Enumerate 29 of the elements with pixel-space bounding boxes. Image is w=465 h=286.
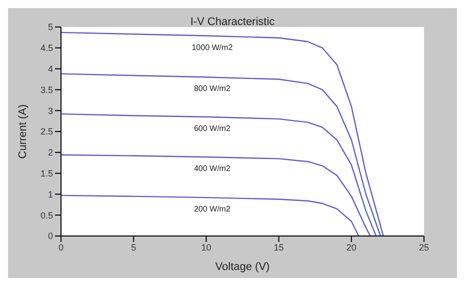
y-tick-label: 4 [48, 64, 53, 74]
line-series [61, 194, 360, 236]
y-axis-title: Current (A) [16, 104, 29, 159]
x-tick-label: 25 [418, 242, 430, 252]
y-tick-label: 2 [48, 148, 53, 158]
x-tick-label: 15 [274, 242, 284, 252]
chart-title: I-V Characteristic [190, 16, 275, 28]
line-series [61, 154, 371, 236]
y-tick-label: 3.5 [40, 84, 53, 95]
y-tick-label: 4.5 [40, 43, 53, 54]
series-label: 1000 W/m2 [192, 42, 234, 52]
y-tick-label: 1.5 [40, 168, 53, 178]
x-tick-label: 10 [201, 242, 212, 252]
y-tick-label: 5 [48, 22, 53, 32]
y-tick-label: 0 [48, 231, 53, 242]
x-axis-title: Voltage (V) [215, 261, 270, 273]
series-label: 800 W/m2 [194, 84, 231, 94]
y-tick-label: 0.5 [40, 210, 53, 220]
series-label: 400 W/m2 [194, 164, 231, 173]
y-tick-label: 3 [48, 106, 53, 116]
x-tick-label: 0 [58, 242, 64, 252]
series-label: 600 W/m2 [194, 124, 231, 133]
line-series [61, 32, 384, 236]
line-series [61, 113, 377, 236]
y-tick-label: 1 [48, 189, 53, 200]
y-tick-label: 2.5 [40, 126, 53, 137]
series-label: 200 W/m2 [194, 204, 231, 214]
x-tick-label: 5 [131, 242, 136, 252]
x-tick-label: 20 [346, 242, 356, 252]
